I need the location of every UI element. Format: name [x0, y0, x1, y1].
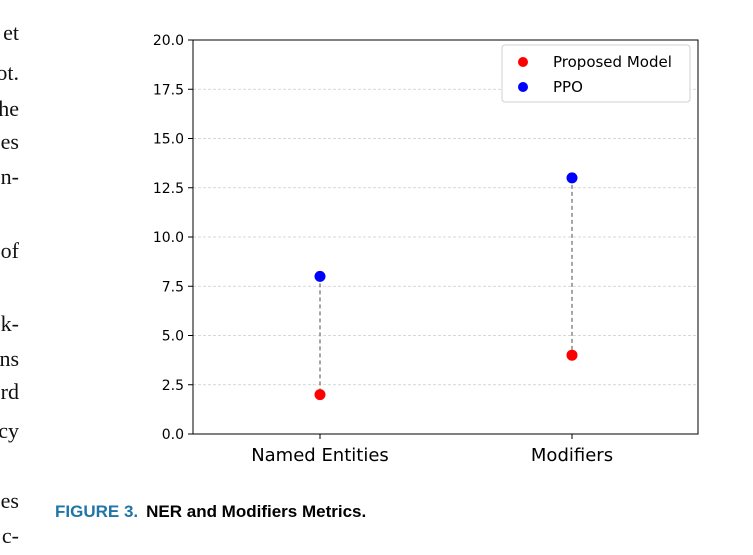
data-point: [314, 270, 326, 282]
text-fragment: he: [0, 96, 19, 121]
y-tick-label: 12.5: [153, 181, 184, 197]
text-fragment: es: [0, 129, 19, 154]
y-tick-label: 15.0: [153, 132, 184, 148]
legend-label: PPO: [553, 78, 583, 96]
x-tick-label: Modifiers: [531, 445, 613, 466]
text-fragment: n-: [0, 164, 19, 189]
legend-label: Proposed Model: [553, 53, 672, 71]
data-point: [566, 172, 578, 184]
y-tick-label: 17.5: [153, 82, 184, 98]
text-fragment: ot.: [0, 60, 19, 85]
y-tick-label: 0.0: [162, 427, 184, 443]
y-tick-label: 2.5: [162, 378, 184, 394]
legend-box: [501, 44, 691, 103]
figure-label: FIGURE 3.: [55, 502, 139, 521]
metrics-chart: 0.0 2.5 5.0 7.5 10.0 12.5 15.0 17.5 20.0 Named En…: [153, 33, 699, 466]
y-tick-label: 5.0: [162, 329, 184, 345]
figure-caption: FIGURE 3. NER and Modifiers Metrics.: [55, 502, 366, 522]
data-point: [314, 389, 326, 401]
text-fragment: et: [3, 20, 19, 45]
y-tick-label: 20.0: [153, 33, 184, 49]
text-fragment: cy: [0, 418, 19, 443]
text-fragment: k-: [0, 311, 19, 336]
text-fragment: of: [0, 238, 19, 263]
text-fragment: rd: [0, 379, 19, 404]
caption-text: NER and Modifiers Metrics.: [146, 502, 367, 521]
left-column-text: et ot. he es n- of k- ns rd cy es c-: [0, 0, 30, 555]
y-tick-label: 7.5: [162, 279, 184, 295]
legend-marker: [518, 82, 528, 92]
x-tick-label: Named Entities: [251, 445, 389, 466]
data-point: [566, 349, 578, 361]
text-fragment: es: [0, 488, 19, 513]
legend-marker: [518, 57, 528, 67]
y-tick-label: 10.0: [153, 230, 184, 246]
text-fragment: ns: [0, 346, 19, 371]
text-fragment: c-: [1, 523, 19, 548]
